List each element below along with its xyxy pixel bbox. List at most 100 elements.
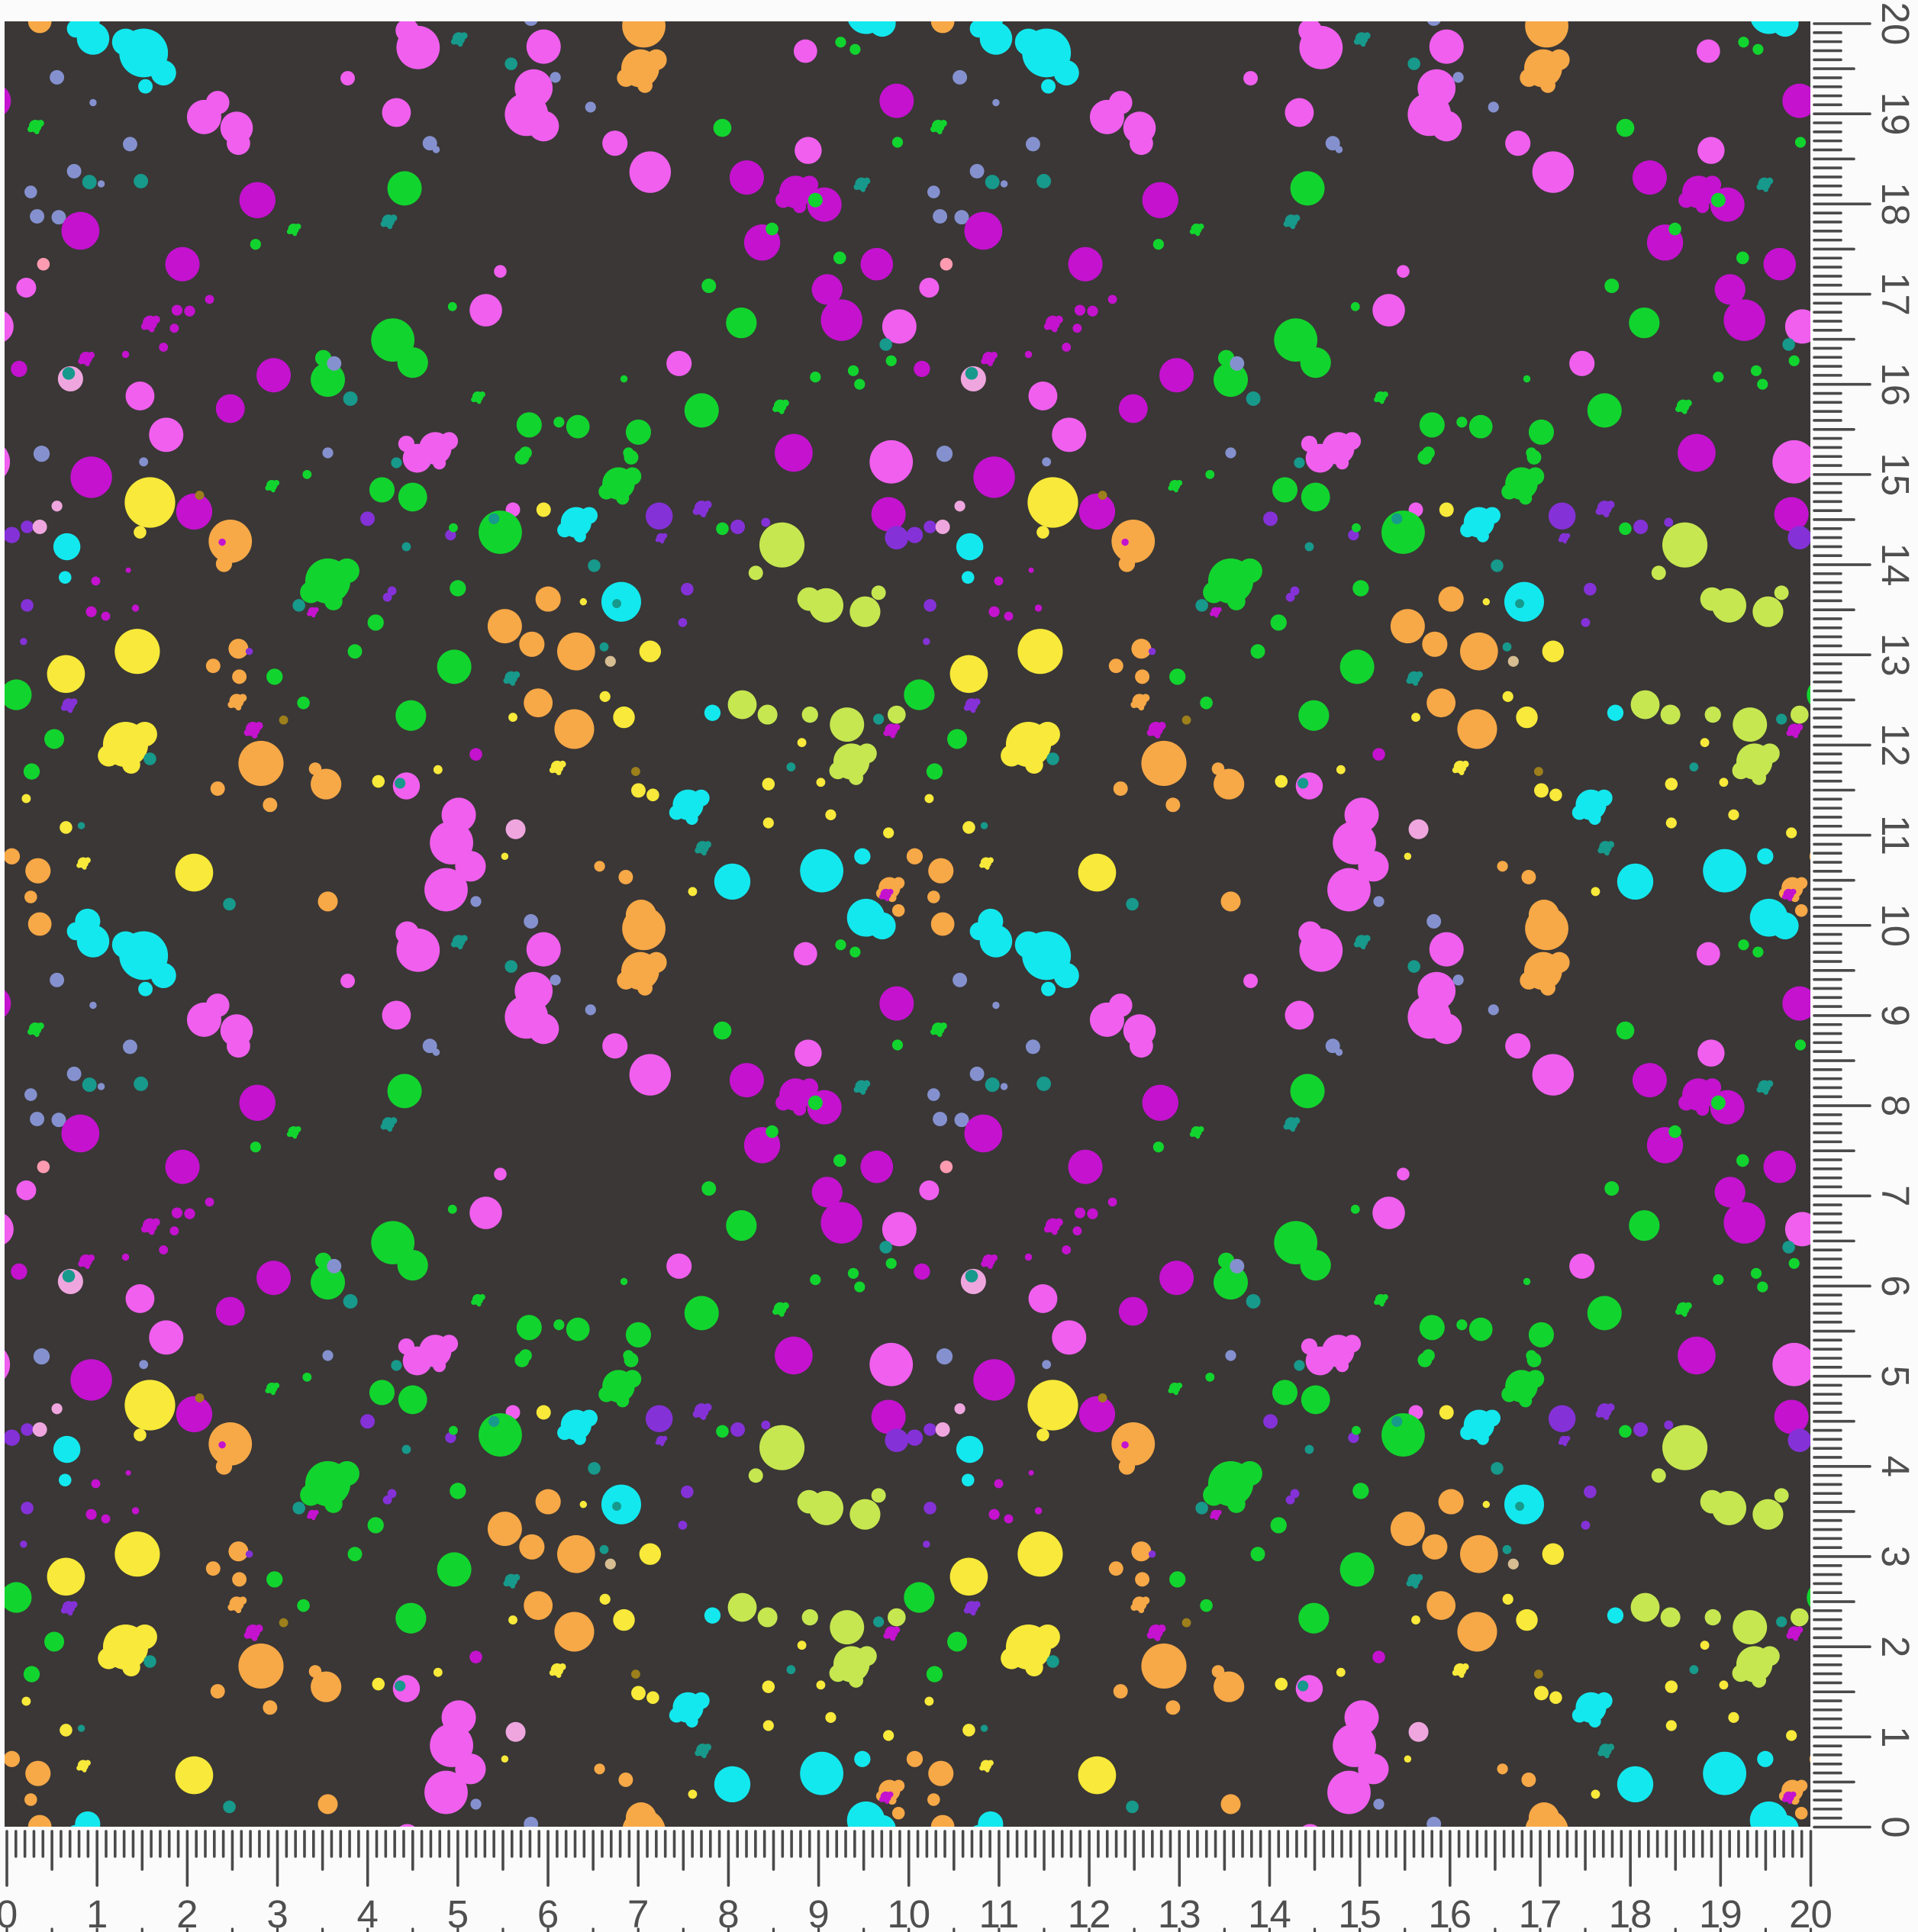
paint-dot-orange (554, 709, 595, 749)
paint-dot-yellow (1025, 755, 1043, 774)
paint-dot-green (1352, 1483, 1369, 1499)
paint-dot-green (1381, 1413, 1425, 1457)
paint-dot-yellow (1439, 502, 1454, 517)
paint-dot-teal (460, 32, 468, 40)
paint-dot-magenta (1146, 1631, 1154, 1639)
paint-dot-teal (1036, 173, 1052, 188)
paint-dot-orange (1528, 900, 1560, 931)
paint-dot-teal (82, 175, 97, 190)
paint-dot-slate-blue (327, 1258, 342, 1274)
paint-dot-magenta (251, 1635, 258, 1641)
paint-dot-teal (343, 1294, 358, 1309)
paint-dot-chartreuse (871, 585, 886, 601)
paint-dot-yellow (1036, 1428, 1049, 1441)
paint-dot-violet-pink (1243, 71, 1259, 85)
paint-dot-yellow (816, 778, 826, 787)
paint-dot-green (311, 1265, 345, 1300)
paint-dot-violet-pink (205, 993, 230, 1017)
paint-dot-yellow (556, 1673, 562, 1678)
paint-dot-green (620, 1277, 628, 1286)
paint-dot-teal (873, 713, 885, 725)
paint-dot-chartreuse (856, 1646, 877, 1666)
paint-dot-purple (70, 698, 78, 706)
paint-dot-yellow (508, 713, 517, 723)
paint-dot-magenta (988, 1509, 1000, 1520)
paint-dot-tan (604, 655, 616, 667)
paint-dot-violet-pink (395, 921, 419, 945)
paint-dot-teal (1290, 1126, 1296, 1132)
paint-dot-teal (1502, 642, 1512, 652)
paint-dot-purple (1787, 1428, 1810, 1453)
paint-dot-orange (625, 900, 657, 931)
paint-dot-chartreuse (1790, 705, 1809, 724)
paint-dot-green (1757, 1281, 1768, 1293)
paint-dot-violet-pink (882, 1212, 917, 1247)
paint-dot-orange (311, 1671, 342, 1702)
paint-dot-orange (24, 890, 37, 903)
paint-dot-orange (927, 890, 940, 903)
paint-dot-cyan (685, 812, 698, 825)
paint-dot-chartreuse (1790, 1608, 1809, 1627)
paint-dot-teal (1756, 1087, 1763, 1093)
paint-dot-orange (5, 1750, 21, 1767)
paint-dot-green (1352, 523, 1361, 533)
paint-dot-teal (1246, 1294, 1261, 1309)
paint-dot-cyan (75, 908, 101, 935)
paint-dot-cyan (1014, 931, 1043, 958)
paint-dot-olive (1534, 767, 1543, 776)
paint-dot-orange (487, 1512, 522, 1547)
paint-dot-slate-blue (1452, 974, 1464, 986)
paint-dot-cyan (1617, 1766, 1654, 1803)
paint-dot-purple (1595, 1410, 1603, 1418)
paint-dot-teal (863, 1080, 871, 1087)
paint-dot-violet-pink (1327, 1770, 1371, 1814)
paint-dot-teal (380, 221, 387, 227)
paint-dot-violet-pink (629, 1054, 672, 1096)
paint-dot-green (1616, 118, 1635, 137)
paint-dot-magenta (255, 1624, 263, 1633)
paint-dot-purple (700, 1414, 707, 1420)
paint-dot-violet-pink (869, 440, 914, 484)
paint-dot-slate-blue (969, 163, 985, 179)
paint-dot-orange (235, 1607, 242, 1614)
paint-dot-yellow (579, 597, 588, 606)
paint-dot-purple (973, 1601, 981, 1608)
paint-dot-teal (701, 850, 707, 856)
paint-dot-magenta (1372, 748, 1385, 761)
paint-dot-teal (704, 1744, 712, 1751)
paint-dot-olive (279, 715, 289, 725)
paint-dot-violet-pink (869, 1342, 914, 1386)
paint-dot-slate-blue (30, 1112, 45, 1126)
paint-dot-violet-pink (1697, 1039, 1725, 1067)
paint-dot-cyan (1053, 962, 1079, 988)
paint-dot-violet-pink (1028, 382, 1058, 411)
paint-dot-purple (1558, 537, 1563, 543)
paint-dot-violet-pink (1305, 443, 1335, 473)
bottom-ruler: 0 1 2 3 4 5 6 7 8 9 10 11 12 13 14 15 16 17 18 19 20 (0, 1830, 1833, 1932)
paint-dot-green (1668, 222, 1681, 236)
paint-dot-teal (292, 599, 305, 612)
paint-dot-violet-pink (399, 1824, 415, 1827)
paint-dot-violet-pink (1298, 921, 1322, 945)
paint-dot-magenta (1696, 200, 1710, 214)
paint-dot-magenta (1043, 1225, 1051, 1233)
paint-dot-orange (27, 912, 52, 936)
paint-dot-purple (1581, 1520, 1591, 1530)
paint-dot-orange (535, 586, 561, 612)
paint-dot-purple (1285, 1495, 1295, 1505)
paint-dot-magenta (775, 1095, 791, 1111)
paint-dot-yellow (631, 783, 646, 798)
paint-dot-violet-pink (1772, 1342, 1810, 1386)
paint-dot-magenta (91, 576, 101, 586)
paint-dot-chartreuse (1759, 743, 1780, 764)
paint-dot-green (1174, 1390, 1178, 1396)
paint-dot-magenta (994, 576, 1004, 586)
paint-dot-yellow (559, 760, 566, 768)
paint-dot-teal (401, 1444, 411, 1454)
paint-dot-yellow (1462, 1663, 1469, 1670)
paint-dot-yellow (1728, 809, 1739, 820)
paint-dot-teal (1763, 1090, 1769, 1095)
paint-dot-cyan (978, 908, 1004, 935)
paint-dot-teal (391, 457, 402, 469)
